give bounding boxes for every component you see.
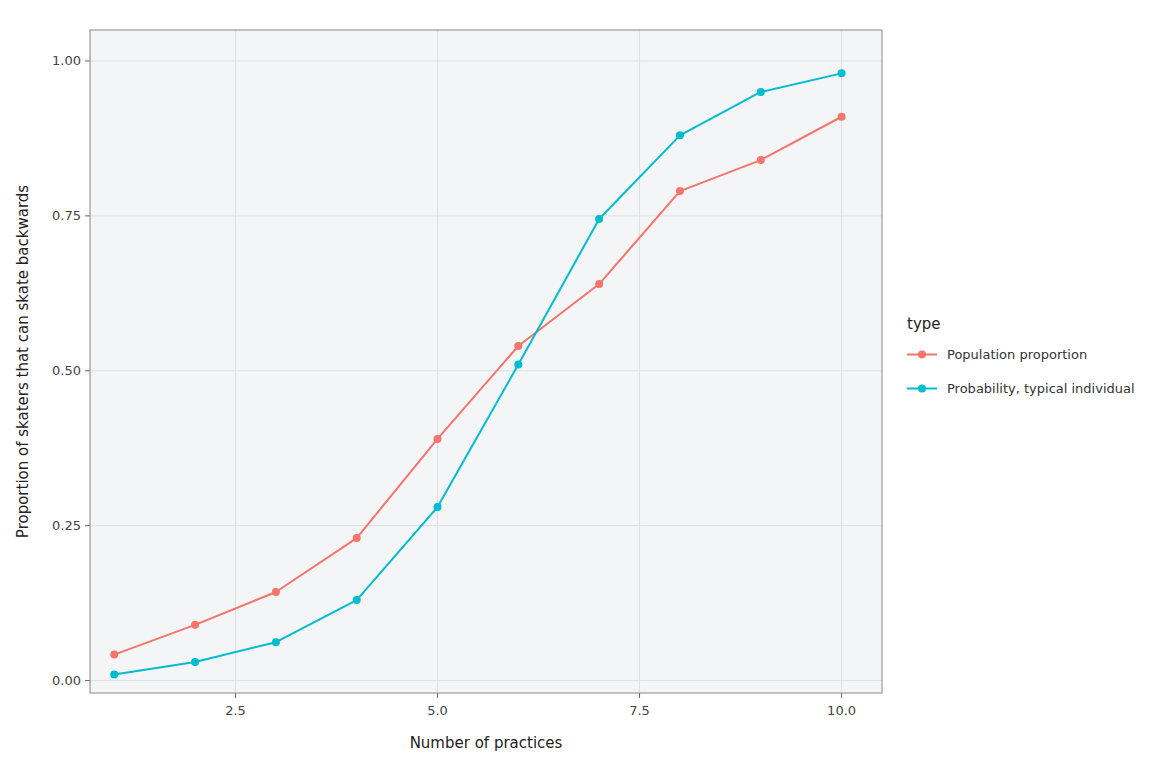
chart-svg: 2.5 5.0 7.5 10.0 0.00 0.25 0.50 0.75 1.00 Number … [0,0,1152,768]
series-point [595,280,603,288]
series-point [110,651,118,659]
x-tick-label: 7.5 [629,703,650,718]
x-grid-line [639,30,640,693]
series-point [191,621,199,629]
y-grid-line [90,215,882,216]
series-point [110,670,118,678]
legend-title: type [907,315,941,333]
series-point [838,69,846,77]
y-grid-line [90,525,882,526]
x-tick-label: 2.5 [225,703,246,718]
y-grid-line [90,60,882,61]
x-grid-line [437,30,438,693]
plot-background [90,30,882,693]
series-point [676,131,684,139]
series-point [838,113,846,121]
grid [90,30,882,693]
x-tick-label: 5.0 [427,703,448,718]
x-grid-line [841,30,842,693]
series-point [353,596,361,604]
series-point [272,588,280,596]
series-point [353,534,361,542]
axes: 2.5 5.0 7.5 10.0 0.00 0.25 0.50 0.75 1.00 [52,53,856,718]
x-tick-label: 10.0 [827,703,856,718]
series-line [114,73,841,674]
plot-frame [90,30,882,693]
series-line [114,117,841,655]
marks [110,69,845,678]
series-point [272,638,280,646]
y-tick-label: 0.00 [52,673,81,688]
x-axis-label: Number of practices [410,734,563,752]
legend-label: Population proportion [947,347,1087,362]
series-point [757,156,765,164]
series-point [676,187,684,195]
y-tick [85,680,90,681]
x-tick [841,693,842,698]
y-tick-label: 0.50 [52,363,81,378]
page: {"chart_data": {"type": "line", "xlabel"… [0,0,1152,768]
x-tick [235,693,236,698]
y-tick [85,60,90,61]
series-point [434,503,442,511]
x-grid-line [235,30,236,693]
legend-marker [918,351,926,359]
series-point [514,361,522,369]
legend: type Population proportion Probability, ty… [907,315,1135,397]
y-grid-line [90,680,882,681]
series-point [514,342,522,350]
y-tick-label: 0.25 [52,518,81,533]
y-tick [85,215,90,216]
x-tick [437,693,438,698]
series-point [191,658,199,666]
x-tick [639,693,640,698]
y-tick [85,525,90,526]
y-axis-label: Proportion of skaters that can skate bac… [14,185,32,538]
series-point [595,215,603,223]
series-point [434,435,442,443]
y-tick-label: 1.00 [52,53,81,68]
y-tick [85,370,90,371]
legend-label: Probability, typical individual [947,381,1135,396]
chart-container: 2.5 5.0 7.5 10.0 0.00 0.25 0.50 0.75 1.00 Number … [0,0,1152,768]
series-point [757,88,765,96]
y-tick-label: 0.75 [52,208,81,223]
legend-marker [918,385,926,393]
y-grid-line [90,370,882,371]
